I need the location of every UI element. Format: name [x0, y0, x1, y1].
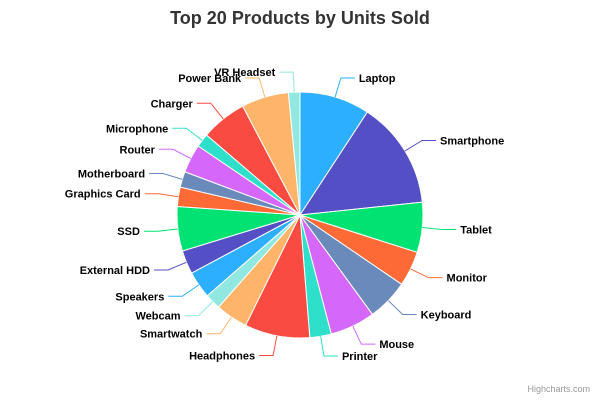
- connector-tablet: [422, 227, 457, 231]
- connector-monitor: [410, 268, 443, 279]
- data-label-vr-headset: VR Headset: [214, 67, 275, 79]
- data-label-microphone: Microphone: [106, 123, 168, 135]
- data-label-ssd: SSD: [117, 226, 140, 238]
- data-label-printer: Printer: [342, 351, 378, 363]
- connector-external-hdd: [153, 261, 187, 271]
- connector-speakers: [168, 284, 200, 297]
- slice-labels: Laptop Smartphone Tablet Monitor Keyboard Mou…: [65, 67, 504, 363]
- connector-smartwatch: [206, 316, 232, 335]
- data-label-webcam: Webcam: [135, 311, 180, 323]
- data-label-monitor: Monitor: [447, 273, 488, 285]
- data-label-router: Router: [120, 144, 156, 156]
- data-label-smartwatch: Smartwatch: [140, 329, 203, 341]
- data-label-external-hdd: External HDD: [80, 265, 150, 277]
- pie-slices: [176, 91, 424, 339]
- connector-vr-headset: [279, 71, 295, 93]
- connector-mouse: [352, 325, 376, 345]
- connector-router: [158, 148, 191, 159]
- connector-ssd: [143, 228, 178, 232]
- data-label-laptop: Laptop: [359, 73, 396, 85]
- chart-title: Top 20 Products by Units Sold: [170, 8, 430, 28]
- data-label-power-bank: Power Bank: [178, 73, 242, 85]
- label-connectors: [143, 71, 457, 357]
- connector-microphone: [172, 127, 203, 141]
- data-label-motherboard: Motherboard: [78, 169, 145, 181]
- connector-graphics-card: [144, 193, 179, 198]
- connector-power-bank: [245, 77, 266, 98]
- connector-headphones: [259, 335, 278, 356]
- connector-webcam: [184, 301, 214, 317]
- data-label-speakers: Speakers: [115, 291, 164, 303]
- connector-smartphone: [404, 139, 437, 152]
- data-label-mouse: Mouse: [379, 339, 414, 351]
- connector-laptop: [334, 77, 355, 98]
- data-label-smartphone: Smartphone: [440, 135, 504, 147]
- connector-charger: [196, 102, 224, 120]
- connector-printer: [320, 336, 338, 357]
- credits-link[interactable]: Highcharts.com: [527, 384, 590, 394]
- data-label-tablet: Tablet: [460, 225, 492, 237]
- data-label-headphones: Headphones: [189, 350, 255, 362]
- data-label-graphics-card: Graphics Card: [65, 189, 141, 201]
- data-label-charger: Charger: [151, 98, 194, 110]
- connector-keyboard: [387, 300, 417, 316]
- data-label-keyboard: Keyboard: [421, 310, 472, 322]
- connector-motherboard: [149, 173, 183, 180]
